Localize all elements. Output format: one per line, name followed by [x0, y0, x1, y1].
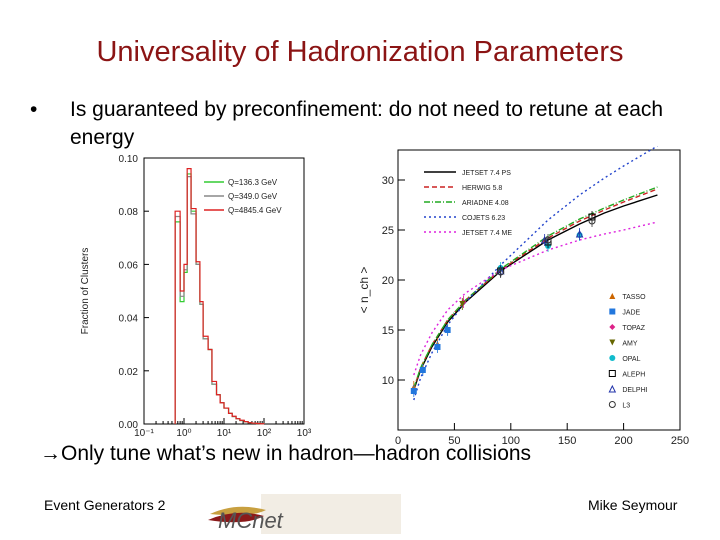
legend-label: JETSET 7.4 ME: [462, 230, 512, 237]
histogram-series: [174, 168, 265, 425]
legend-label: Q=4845.4 GeV: [228, 206, 282, 215]
y-tick-label: 30: [382, 175, 394, 187]
legend-label: ARIADNE 4.08: [462, 200, 509, 207]
data-point: [544, 236, 552, 244]
legend-marker: [609, 293, 616, 299]
legend-label: HERWIG 5.8: [462, 185, 502, 192]
conclusion-text: Only tune what’s new in hadron—hadron co…: [61, 442, 532, 465]
y-tick-label: 25: [382, 225, 394, 237]
footer-author: Mike Seymour: [588, 497, 678, 513]
legend-marker: [608, 370, 616, 377]
model-curve: [413, 146, 658, 401]
logo-swoosh-red-icon: [208, 512, 264, 523]
data-point: [410, 388, 417, 394]
x-tick-label: 10⁰: [176, 428, 191, 437]
x-tick-label: 10¹: [217, 428, 232, 437]
model-curve: [413, 186, 658, 389]
y-axis-label: Fraction of Clusters: [80, 248, 91, 335]
bullet-marker: •: [30, 98, 38, 121]
logo-text: MCnet: [218, 508, 284, 533]
legend-label: Q=136.3 GeV: [228, 178, 278, 187]
legend-label: DELPHI: [622, 387, 647, 394]
cluster-mass-chart: 0.00 0.02 0.04 0.06 0.08 0.10 10⁻¹ 10⁰ 10¹ 10² 10³…: [80, 154, 312, 437]
legend-label: JADE: [622, 310, 640, 317]
legend-label: TASSO: [622, 294, 646, 301]
legend-marker: [608, 384, 617, 393]
model-curve: [413, 194, 658, 391]
legend-label: COJETS 6.23: [462, 215, 505, 222]
y-axis-label: < n_ch >: [360, 267, 371, 314]
y-tick-label: 0.08: [119, 207, 139, 218]
x-tick-label: 150: [558, 435, 576, 446]
x-tick-label: 100: [502, 435, 520, 446]
model-curve: [413, 188, 658, 390]
data-point: [444, 327, 451, 333]
legend-label: L3: [622, 403, 630, 410]
legend-marker: [609, 355, 616, 361]
x-tick-label: 50: [448, 435, 460, 446]
legend-label: ALEPH: [622, 372, 645, 379]
legend-label: Q=349.0 GeV: [228, 192, 278, 201]
y-tick-label: 0.10: [119, 154, 139, 165]
legend-marker: [609, 339, 616, 346]
data-point: [459, 301, 466, 307]
legend-label: JETSET 7.4 PS: [462, 170, 511, 177]
footer-event-generators: Event Generators 2: [44, 497, 166, 513]
x-tick-label: 200: [614, 435, 632, 446]
slide-title: Universality of Hadronization Parameters: [96, 36, 624, 68]
legend-marker: [608, 401, 616, 408]
legend-label: TOPAZ: [622, 325, 645, 332]
data-point: [497, 268, 505, 276]
plot-frame: [397, 149, 681, 431]
conclusion-line: →Only tune what’s new in hadron—hadron c…: [40, 442, 531, 466]
logo-background: [261, 494, 401, 534]
y-tick-label: 0.00: [119, 420, 139, 431]
legend-marker: [609, 324, 616, 330]
legend-label: AMY: [622, 341, 638, 348]
bullet-point: • Is guaranteed by preconfinement: do no…: [30, 96, 690, 152]
y-tick-label: 15: [382, 325, 394, 337]
bullet-text: Is guaranteed by preconfinement: do not …: [70, 98, 664, 149]
x-tick-label: 0: [395, 435, 401, 446]
y-tick-label: 0.06: [119, 260, 139, 271]
mcnet-logo: MCnet: [208, 494, 401, 534]
legend-marker: [609, 308, 616, 315]
logo-swoosh-icon: [210, 506, 266, 516]
y-tick-label: 0.02: [119, 367, 139, 378]
y-tick-label: 20: [382, 275, 394, 287]
data-point: [588, 217, 596, 225]
x-tick-label: 10⁻¹: [134, 428, 154, 437]
x-tick-label: 250: [671, 435, 689, 446]
data-point: [540, 235, 549, 244]
x-tick-label: 10²: [257, 428, 272, 437]
data-point: [434, 344, 441, 350]
data-point: [575, 229, 584, 238]
arrow-icon: →: [40, 442, 61, 465]
plot-frame: [143, 157, 305, 425]
y-tick-label: 0.04: [119, 314, 139, 325]
x-tick-label: 10³: [297, 428, 312, 437]
data-point: [419, 367, 426, 373]
legend-label: OPAL: [622, 356, 640, 363]
y-tick-label: 10: [382, 375, 394, 387]
